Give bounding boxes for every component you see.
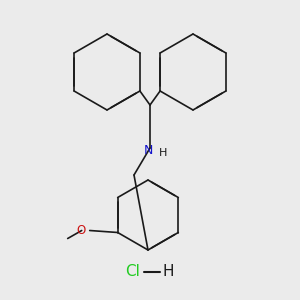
Text: Cl: Cl bbox=[126, 265, 140, 280]
Text: H: H bbox=[159, 148, 167, 158]
Text: O: O bbox=[76, 224, 86, 237]
Text: N: N bbox=[143, 145, 153, 158]
Text: H: H bbox=[162, 265, 174, 280]
